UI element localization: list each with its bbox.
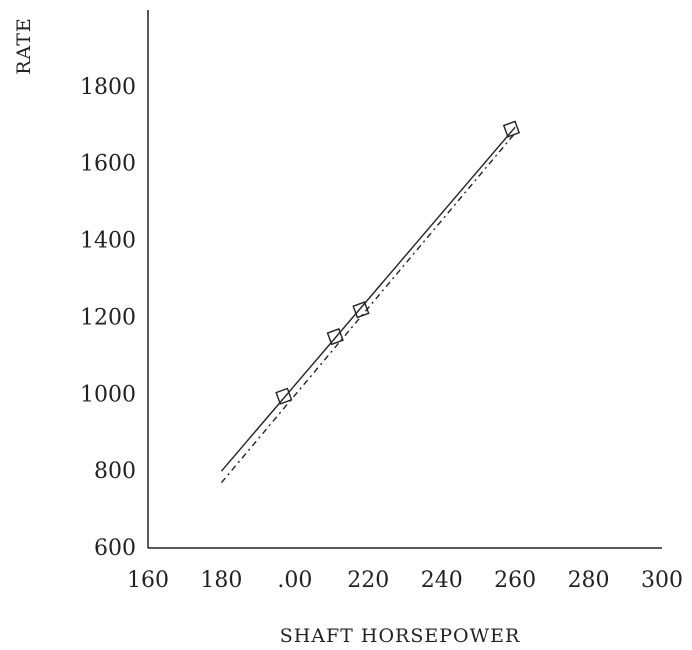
- x-tick-label: 180: [200, 568, 242, 593]
- x-tick-label: 220: [347, 568, 389, 593]
- x-tick-label: 160: [127, 568, 169, 593]
- data-point-marker: [502, 120, 521, 138]
- y-tick-label: 1200: [80, 305, 136, 330]
- x-tick-label: 280: [568, 568, 610, 593]
- y-axis-title: RATE: [13, 17, 35, 75]
- axes: [147, 10, 662, 549]
- data-markers: [275, 120, 521, 405]
- x-tick-label: 260: [494, 568, 536, 593]
- data-point-marker: [326, 328, 344, 346]
- data-point-marker: [352, 301, 370, 319]
- solid-series-line: [220, 126, 516, 472]
- y-tick-label: 600: [94, 536, 136, 561]
- x-tick-label: 240: [421, 568, 463, 593]
- x-axis-title: SHAFT HORSEPOWER: [280, 625, 521, 647]
- y-tick-label: 1400: [80, 229, 136, 254]
- x-tick-label: .00: [277, 568, 312, 593]
- series-lines: [220, 126, 516, 484]
- data-point-marker: [275, 387, 293, 405]
- y-tick-label: 1800: [80, 75, 136, 100]
- dashed-series-line: [220, 132, 516, 484]
- y-tick-labels: 600 800 1000 1200 1400 1600 1800: [80, 75, 136, 561]
- y-tick-label: 1000: [80, 382, 136, 407]
- x-tick-labels: 160 180 .00 220 240 260 280 300: [127, 568, 683, 593]
- y-tick-label: 800: [94, 459, 136, 484]
- x-tick-label: 300: [641, 568, 683, 593]
- y-tick-label: 1600: [80, 152, 136, 177]
